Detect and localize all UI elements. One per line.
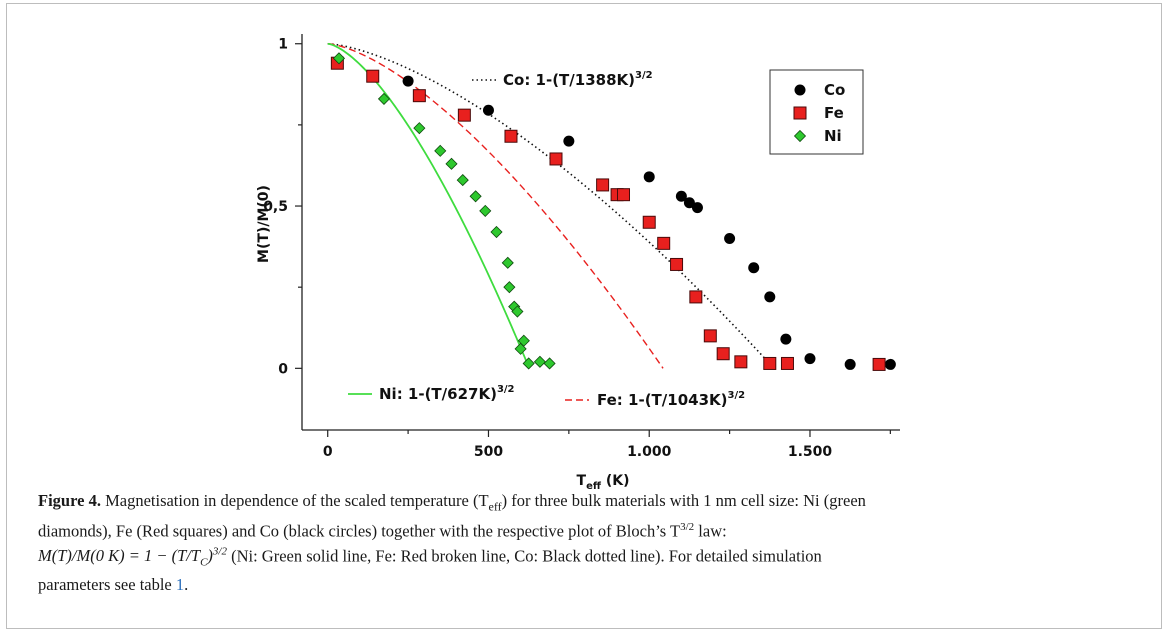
table-reference-link[interactable]: 1	[175, 574, 185, 594]
figure-frame	[6, 3, 1162, 629]
data-point-ni	[413, 122, 426, 135]
data-point-co	[884, 358, 896, 370]
formula-superscript: 3/2	[212, 545, 227, 558]
data-point-co	[683, 197, 695, 209]
data-point-co	[691, 202, 703, 214]
data-point-fe	[412, 89, 426, 103]
data-point-co	[563, 135, 575, 147]
data-point-ni	[522, 357, 535, 370]
caption-superscript: 3/2	[680, 521, 695, 534]
data-point-co	[804, 353, 816, 365]
data-point-fe	[780, 356, 794, 370]
x-tick-label: 1.000	[627, 444, 672, 460]
caption-line-4: parameters see table 1.	[38, 574, 1133, 595]
formula-text: )	[207, 546, 213, 566]
legend-marker-ni	[793, 129, 807, 143]
x-axis-title: Teff (K)	[577, 473, 630, 490]
fit-line-fe	[327, 43, 664, 369]
data-point-co	[764, 291, 776, 303]
data-point-fe	[657, 236, 671, 250]
bloch-formula: M(T)/M(0 K) = 1 − (T/TC)3/2	[38, 545, 227, 569]
data-point-fe	[872, 357, 886, 371]
legend-marker-co	[794, 84, 806, 96]
data-point-fe	[366, 69, 380, 83]
data-point-ni	[469, 190, 482, 203]
data-point-fe	[642, 215, 656, 229]
legend-marker-fe	[793, 106, 807, 120]
data-point-co	[675, 190, 687, 202]
data-point-fe	[670, 257, 684, 271]
legend-label-co: Co	[824, 81, 845, 99]
caption-line-3: M(T)/M(0 K) = 1 − (T/TC)3/2 (Ni: Green s…	[38, 542, 1133, 574]
data-point-co	[402, 75, 414, 87]
fit-line-ni	[327, 42, 531, 369]
formula-subscript: C	[200, 556, 208, 569]
y-axis-title: M(T)/M(0)	[256, 185, 272, 263]
formula-text: M(T)/M(0 K) = 1 − (T/T	[38, 546, 201, 566]
data-point-fe	[617, 188, 631, 202]
x-tick-label: 1.500	[788, 444, 833, 460]
caption-label: Figure 4.	[38, 491, 101, 510]
caption-text: Magnetisation in dependence of the scale…	[100, 491, 489, 510]
y-tick-label: 0,5	[263, 199, 288, 215]
data-point-ni	[517, 334, 530, 347]
caption-text: .	[184, 574, 189, 594]
figure-caption: Figure 4. Magnetisation in dependence of…	[38, 490, 1133, 595]
data-point-ni	[533, 355, 546, 368]
data-point-ni	[490, 225, 503, 239]
data-point-fe	[596, 178, 610, 192]
data-point-ni	[501, 256, 514, 269]
caption-line-1: Figure 4. Magnetisation in dependence of…	[38, 490, 1133, 517]
caption-text: ) for three bulk materials with 1 nm cel…	[501, 491, 866, 510]
legend: Co Fe Ni	[769, 69, 864, 155]
x-tick-label: 500	[474, 444, 503, 460]
data-point-fe	[689, 290, 703, 304]
bloch-law-lines	[327, 42, 775, 369]
fit-label-co: Co: 1-(T/1388K)3/2	[503, 70, 653, 89]
data-point-co	[724, 232, 736, 244]
caption-text: law:	[694, 521, 727, 541]
axes: 0 500 1.000 1.500 0 0,5 1 Teff (K) M(T)/M(0)	[256, 34, 900, 490]
data-point-ni	[479, 204, 492, 217]
caption-subscript: eff	[488, 499, 502, 514]
fit-line-co	[327, 42, 775, 369]
data-point-ni	[503, 281, 516, 294]
fit-label-fe: Fe: 1-(T/1043K)3/2	[597, 390, 745, 409]
data-point-co	[748, 262, 760, 274]
data-point-ni	[511, 305, 524, 318]
caption-text: parameters see table	[38, 574, 176, 594]
data-point-co	[844, 358, 856, 370]
data-point-fe	[504, 129, 518, 143]
data-point-co	[482, 104, 494, 116]
caption-line-2: diamonds), Fe (Red squares) and Co (blac…	[38, 517, 1133, 542]
caption-text: (Ni: Green solid line, Fe: Red broken li…	[226, 546, 822, 566]
data-point-fe	[703, 329, 717, 343]
fit-labels: Co: 1-(T/1388K)3/2 Fe: 1-(T/1043K)3/2 Ni: …	[348, 70, 745, 409]
magnetisation-chart: 0 500 1.000 1.500 0 0,5 1 Teff (K) M(T)/M(0) Co:…	[256, 34, 900, 490]
data-point-co	[643, 171, 655, 183]
data-point-ni	[332, 52, 346, 65]
data-point-fe	[734, 355, 748, 369]
x-tick-label: 0	[323, 444, 333, 460]
legend-label-fe: Fe	[824, 104, 844, 122]
legend-box	[769, 69, 864, 155]
data-point-ni	[377, 92, 391, 105]
data-point-fe	[716, 347, 730, 361]
data-point-fe	[457, 108, 471, 122]
fit-label-ni: Ni: 1-(T/627K)3/2	[379, 384, 515, 403]
data-markers	[330, 52, 896, 371]
data-point-fe	[549, 152, 563, 166]
data-point-fe	[763, 356, 777, 370]
data-point-ni	[543, 357, 556, 370]
data-point-ni	[456, 173, 469, 187]
data-point-co	[780, 333, 792, 345]
caption-text: diamonds), Fe (Red squares) and Co (blac…	[38, 521, 681, 541]
data-point-ni	[445, 157, 458, 170]
data-point-ni	[434, 144, 447, 157]
y-tick-label: 1	[278, 37, 288, 53]
legend-label-ni: Ni	[824, 127, 842, 145]
y-tick-label: 0	[278, 361, 288, 377]
